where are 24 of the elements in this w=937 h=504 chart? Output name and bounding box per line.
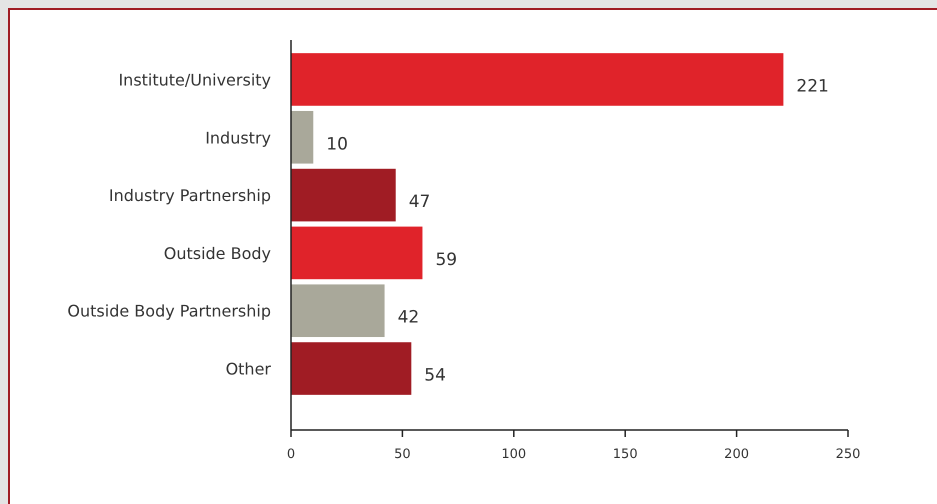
x-tick-label: 100 [501, 447, 526, 462]
data-label: 59 [435, 250, 458, 270]
y-tick-label: Industry Partnership [108, 186, 271, 206]
y-tick-label: Outside Body [164, 244, 271, 263]
data-label: 54 [424, 366, 446, 386]
x-tick-label: 200 [724, 447, 750, 462]
y-tick-label: Industry [205, 128, 271, 148]
y-tick-label: Outside Body Partnership [67, 302, 271, 321]
x-tick-label: 150 [612, 447, 638, 462]
y-tick-label: Other [226, 360, 272, 379]
bar [291, 53, 784, 106]
bar [291, 168, 396, 222]
data-label: 221 [796, 76, 829, 96]
bar [291, 226, 422, 280]
bar [291, 110, 314, 164]
x-tick-label: 250 [836, 447, 860, 462]
data-label: 47 [408, 192, 430, 212]
data-label: 10 [326, 134, 348, 154]
y-tick-label: Institute/University [118, 70, 271, 90]
x-tick-label: 0 [286, 447, 296, 462]
bar [291, 284, 385, 338]
x-tick-label: 50 [394, 447, 411, 462]
data-label: 42 [398, 308, 420, 328]
bar [291, 342, 412, 395]
